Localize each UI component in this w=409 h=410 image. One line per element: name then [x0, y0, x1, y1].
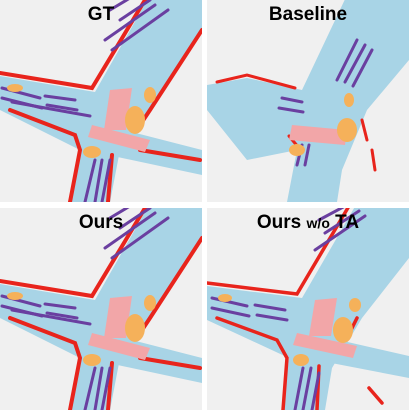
bev-map-ours	[0, 208, 202, 410]
bev-map-gt	[0, 0, 202, 202]
lane-dividers	[0, 208, 170, 410]
drivable-area	[207, 0, 409, 202]
panel-baseline: Baseline	[207, 0, 409, 202]
vehicles	[289, 93, 357, 156]
vehicles	[7, 292, 156, 366]
pedestrian-crossings	[88, 88, 150, 152]
vehicles	[218, 294, 361, 366]
lane-dividers	[210, 208, 367, 410]
bev-map-ours-wo-ta	[207, 208, 409, 410]
pedestrian-crossings	[293, 298, 357, 358]
pedestrian-crossings	[88, 296, 150, 360]
panel-ours: Ours	[0, 208, 202, 410]
vehicles	[7, 84, 156, 158]
panel-ours-wo-ta: Ours w/o TA	[207, 208, 409, 410]
panel-gt: GT	[0, 0, 202, 202]
bev-map-baseline	[207, 0, 409, 202]
pedestrian-crossings	[289, 125, 347, 145]
road-boundaries	[0, 0, 202, 202]
lane-dividers	[0, 0, 170, 202]
